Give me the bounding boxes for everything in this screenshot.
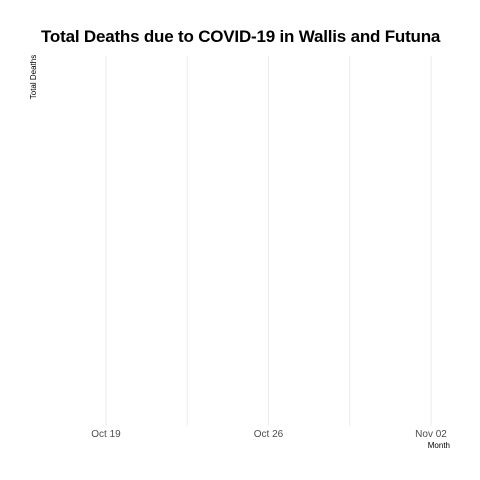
- x-tick-label: Oct 26: [254, 429, 284, 440]
- chart-title: Total Deaths due to COVID-19 in Wallis a…: [41, 27, 441, 46]
- y-axis-title: Total Deaths: [29, 55, 38, 99]
- grid-lines: [105, 56, 432, 426]
- x-tick-label: Nov 02: [415, 429, 447, 440]
- x-tick-labels: Oct 19 Oct 26 Nov 02: [91, 429, 447, 440]
- x-tick-label: Oct 19: [91, 429, 121, 440]
- x-axis-title: Month: [428, 441, 450, 450]
